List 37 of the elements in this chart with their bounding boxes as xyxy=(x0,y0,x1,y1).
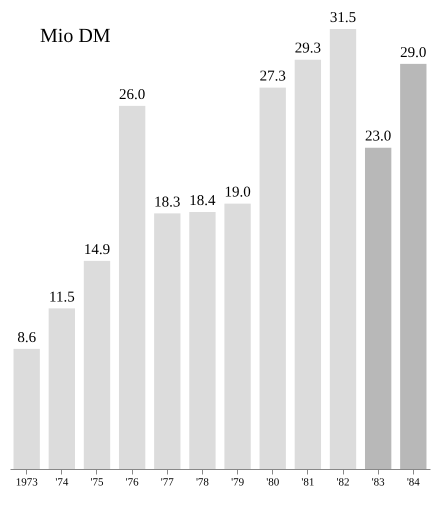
x-tick-label: '77 xyxy=(160,476,174,488)
bar xyxy=(48,308,76,469)
x-tick-label: '78 xyxy=(196,476,210,488)
data-label: 29.0 xyxy=(400,44,426,61)
x-tick-label: '75 xyxy=(90,476,104,488)
bar xyxy=(224,204,251,469)
x-tick-label: '83 xyxy=(372,476,386,488)
data-label: 31.5 xyxy=(330,10,356,26)
x-tick-label: '74 xyxy=(55,476,69,488)
x-tick-label: 1973 xyxy=(16,476,38,488)
data-label: 19.0 xyxy=(224,184,251,201)
data-label: 23.0 xyxy=(365,128,392,145)
chart-title: Mio DM xyxy=(40,25,111,47)
data-label: 27.3 xyxy=(260,68,286,85)
data-label: 8.6 xyxy=(17,330,37,346)
bar xyxy=(118,106,146,469)
data-label: 11.5 xyxy=(48,289,75,306)
x-tick-label: '82 xyxy=(336,476,350,488)
x-tick-label: '76 xyxy=(126,476,140,488)
bar xyxy=(84,260,110,469)
bar xyxy=(330,29,356,469)
bar xyxy=(400,64,426,469)
bar xyxy=(364,148,392,469)
bar xyxy=(260,88,286,469)
x-tick-label: '79 xyxy=(231,476,245,488)
x-tick-label: '81 xyxy=(301,476,314,488)
data-label: 14.9 xyxy=(84,242,110,258)
bar xyxy=(14,348,40,469)
data-label: 26.0 xyxy=(119,86,146,103)
bar xyxy=(189,212,216,469)
bar xyxy=(154,213,180,469)
data-label: 29.3 xyxy=(294,40,321,57)
x-tick-label: '84 xyxy=(406,476,420,488)
data-label: 18.3 xyxy=(154,194,180,210)
data-label: 18.4 xyxy=(189,192,216,209)
x-tick-label: '80 xyxy=(266,476,280,488)
bar xyxy=(294,60,322,469)
